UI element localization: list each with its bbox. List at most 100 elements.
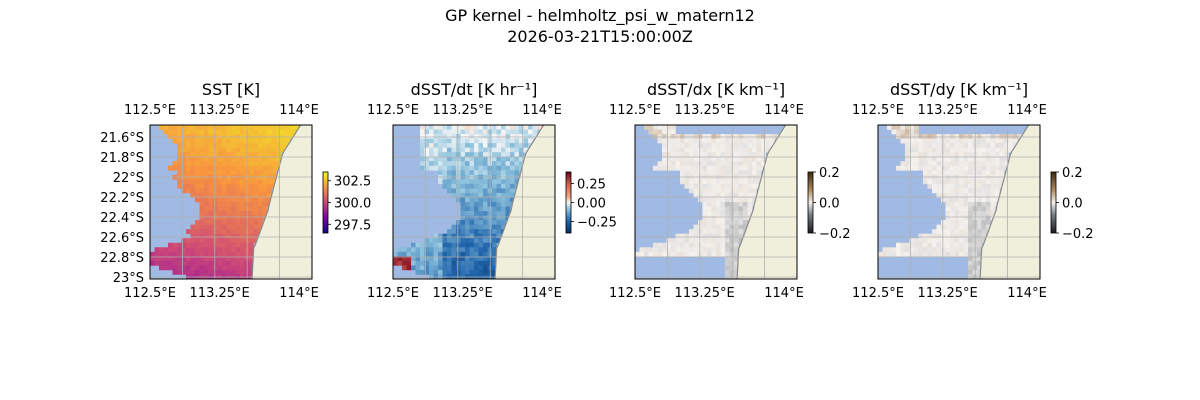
heatmap-cell [977, 260, 982, 266]
heatmap-cell [235, 179, 241, 185]
heatmap-cell [253, 197, 259, 203]
heatmap-cell [698, 165, 703, 171]
heatmap-cell [163, 129, 169, 135]
heatmap-cell [204, 138, 209, 144]
heatmap-cell [474, 147, 479, 153]
colorbar-tick-label: 297.5 [334, 218, 371, 233]
heatmap-cell [217, 192, 223, 198]
heatmap-cell [707, 247, 712, 253]
heatmap-cell [168, 165, 173, 171]
heatmap-cell [496, 161, 502, 167]
heatmap-cell [204, 192, 209, 198]
heatmap-cell [285, 129, 290, 135]
x-tick-label-top: 113.25°E [190, 103, 250, 118]
heatmap-cell [433, 247, 439, 253]
heatmap-cell [469, 224, 475, 230]
heatmap-cell [460, 247, 466, 253]
heatmap-cell [168, 256, 173, 262]
heatmap-cell [711, 247, 717, 253]
heatmap-cell [433, 165, 439, 171]
heatmap-cell [460, 197, 466, 203]
heatmap-cell [222, 220, 227, 225]
heatmap-cell [716, 224, 721, 230]
heatmap-cell [689, 242, 694, 248]
heatmap-cell [226, 143, 232, 148]
heatmap-cell [222, 183, 227, 189]
heatmap-cell [469, 229, 475, 235]
heatmap-cell [505, 206, 511, 212]
heatmap-cell [761, 147, 766, 153]
heatmap-cell [959, 179, 964, 185]
heatmap-cell [433, 242, 439, 248]
heatmap-cell [208, 179, 214, 185]
heatmap-cell [159, 125, 164, 130]
heatmap-cell [276, 156, 281, 162]
heatmap-cell [465, 238, 470, 244]
heatmap-cell [932, 156, 937, 162]
heatmap-cell [496, 233, 502, 239]
heatmap-cell [465, 260, 470, 266]
heatmap-cell [702, 192, 708, 198]
heatmap-cell [968, 156, 973, 162]
heatmap-cell [716, 197, 721, 203]
heatmap-cell [204, 215, 209, 221]
heatmap-cell [433, 161, 439, 167]
heatmap-cell [451, 224, 457, 230]
heatmap-cell [429, 265, 434, 271]
colorbar [322, 171, 329, 234]
heatmap-cell [977, 179, 982, 185]
heatmap-cell [986, 143, 991, 148]
heatmap-cell [217, 197, 223, 203]
heatmap-cell [986, 161, 991, 167]
heatmap-cell [177, 147, 182, 153]
heatmap-cell [711, 238, 717, 244]
heatmap-cell [469, 238, 475, 244]
heatmap-cell [752, 170, 757, 176]
heatmap-cell [496, 143, 502, 148]
heatmap-cell [756, 134, 762, 139]
heatmap-cell [177, 256, 182, 262]
heatmap-cell [657, 242, 663, 248]
heatmap-cell [231, 134, 236, 139]
heatmap-cell [235, 220, 241, 225]
heatmap-cell [240, 170, 245, 176]
heatmap-cell [936, 183, 942, 189]
heatmap-cell [478, 256, 484, 262]
heatmap-cell [918, 247, 924, 253]
heatmap-cell [492, 161, 497, 167]
heatmap-cell [734, 206, 739, 212]
heatmap-cell [707, 206, 712, 212]
heatmap-cell [986, 197, 991, 203]
heatmap-cell [271, 170, 277, 176]
heatmap-cell [240, 233, 245, 239]
heatmap-cell [451, 125, 457, 130]
heatmap-cell [190, 265, 196, 271]
heatmap-cell [483, 152, 488, 158]
heatmap-cell [968, 220, 973, 225]
heatmap-cell [941, 247, 946, 253]
heatmap-cell [977, 242, 982, 248]
heatmap-cell [986, 170, 991, 176]
heatmap-cell [222, 152, 227, 158]
heatmap-cell [693, 161, 699, 167]
heatmap-cell [986, 165, 991, 171]
heatmap-cell [231, 192, 236, 198]
heatmap-cell [492, 134, 497, 139]
heatmap-cell [199, 242, 205, 248]
heatmap-cell [222, 251, 227, 257]
heatmap-cell [932, 165, 937, 171]
heatmap-cell [689, 161, 694, 167]
heatmap-cell [725, 156, 730, 162]
heatmap-cell [456, 256, 461, 262]
heatmap-cell [756, 143, 762, 148]
heatmap-cell [496, 211, 502, 216]
heatmap-cell [909, 161, 915, 167]
heatmap-cell [693, 224, 699, 230]
heatmap-cell [734, 247, 739, 253]
heatmap-cell [217, 256, 223, 262]
heatmap-cell [280, 125, 286, 130]
heatmap-cell [231, 256, 236, 262]
heatmap-cell [478, 233, 484, 239]
heatmap-cell [186, 251, 191, 257]
heatmap-cell [891, 251, 897, 257]
